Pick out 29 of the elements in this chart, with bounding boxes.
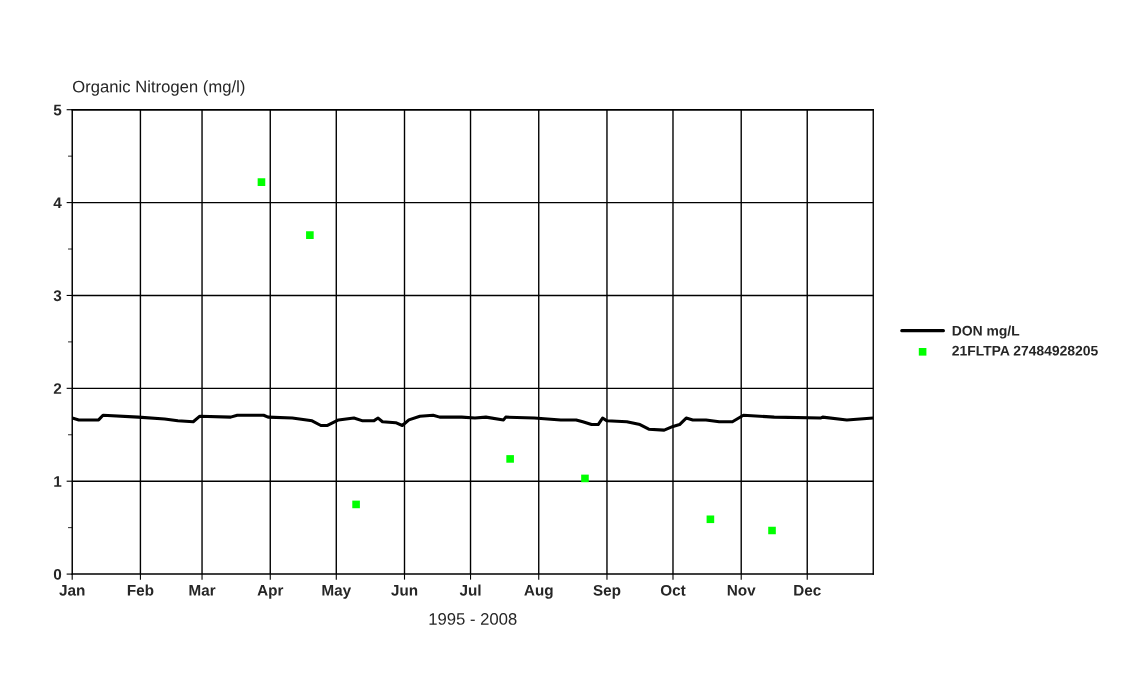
x-tick-label: May <box>322 585 352 599</box>
x-axis-title: 1995 - 2008 <box>429 613 517 625</box>
legend-label: 21FLTPA 27484928205 <box>952 345 1098 356</box>
x-tick-label: Nov <box>727 585 756 596</box>
point <box>506 455 514 463</box>
x-tick-label: Jul <box>459 584 481 596</box>
point <box>768 526 776 535</box>
y-axis-title: Organic Nitrogen (mg/l) <box>72 80 245 96</box>
point <box>306 231 314 239</box>
y-tick-label: 0 <box>53 568 62 580</box>
point <box>706 515 715 524</box>
x-tick-label: Apr <box>257 585 284 599</box>
y-tick-label: 1 <box>54 476 62 487</box>
y-tick-label: 4 <box>53 197 62 209</box>
point <box>257 178 266 186</box>
y-tick-label: 2 <box>53 383 62 394</box>
y-tick-label: 3 <box>53 290 62 302</box>
x-tick-label: Sep <box>593 584 621 599</box>
x-tick-label: Jun <box>391 585 418 596</box>
y-tick-label: 5 <box>53 104 62 116</box>
x-tick-label: Mar <box>189 585 216 596</box>
x-tick-label: Dec <box>794 585 821 596</box>
point <box>581 474 589 483</box>
x-tick-label: Jan <box>59 585 85 596</box>
x-tick-label: Feb <box>127 584 154 596</box>
point <box>352 500 360 509</box>
x-tick-label: Aug <box>524 584 553 599</box>
legend-label: DON mg/L <box>952 325 1020 339</box>
x-tick-label: Oct <box>660 584 686 596</box>
